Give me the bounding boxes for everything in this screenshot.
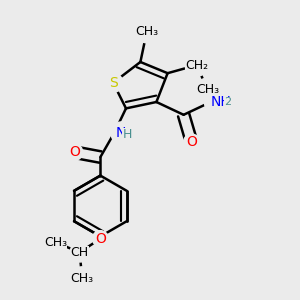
Text: NH: NH <box>211 95 232 109</box>
Text: O: O <box>95 232 106 246</box>
Circle shape <box>111 122 134 144</box>
Text: H: H <box>122 128 132 141</box>
Circle shape <box>204 89 230 115</box>
Circle shape <box>71 267 93 289</box>
Text: CH₃: CH₃ <box>135 25 158 38</box>
Circle shape <box>103 73 123 92</box>
Text: CH: CH <box>70 246 89 259</box>
Text: 2: 2 <box>224 97 231 107</box>
Circle shape <box>44 231 67 254</box>
Text: O: O <box>69 145 80 159</box>
Text: N: N <box>116 126 126 140</box>
Circle shape <box>184 134 200 150</box>
Text: O: O <box>186 135 197 149</box>
Text: CH₃: CH₃ <box>70 272 94 284</box>
Circle shape <box>136 20 158 43</box>
Circle shape <box>67 144 83 160</box>
Text: CH₃: CH₃ <box>196 83 219 96</box>
Text: CH₂: CH₂ <box>185 59 208 72</box>
Text: S: S <box>109 76 118 90</box>
Circle shape <box>196 78 219 100</box>
Text: CH₃: CH₃ <box>44 236 67 249</box>
Circle shape <box>185 54 208 76</box>
Circle shape <box>92 231 108 247</box>
Circle shape <box>70 243 89 262</box>
